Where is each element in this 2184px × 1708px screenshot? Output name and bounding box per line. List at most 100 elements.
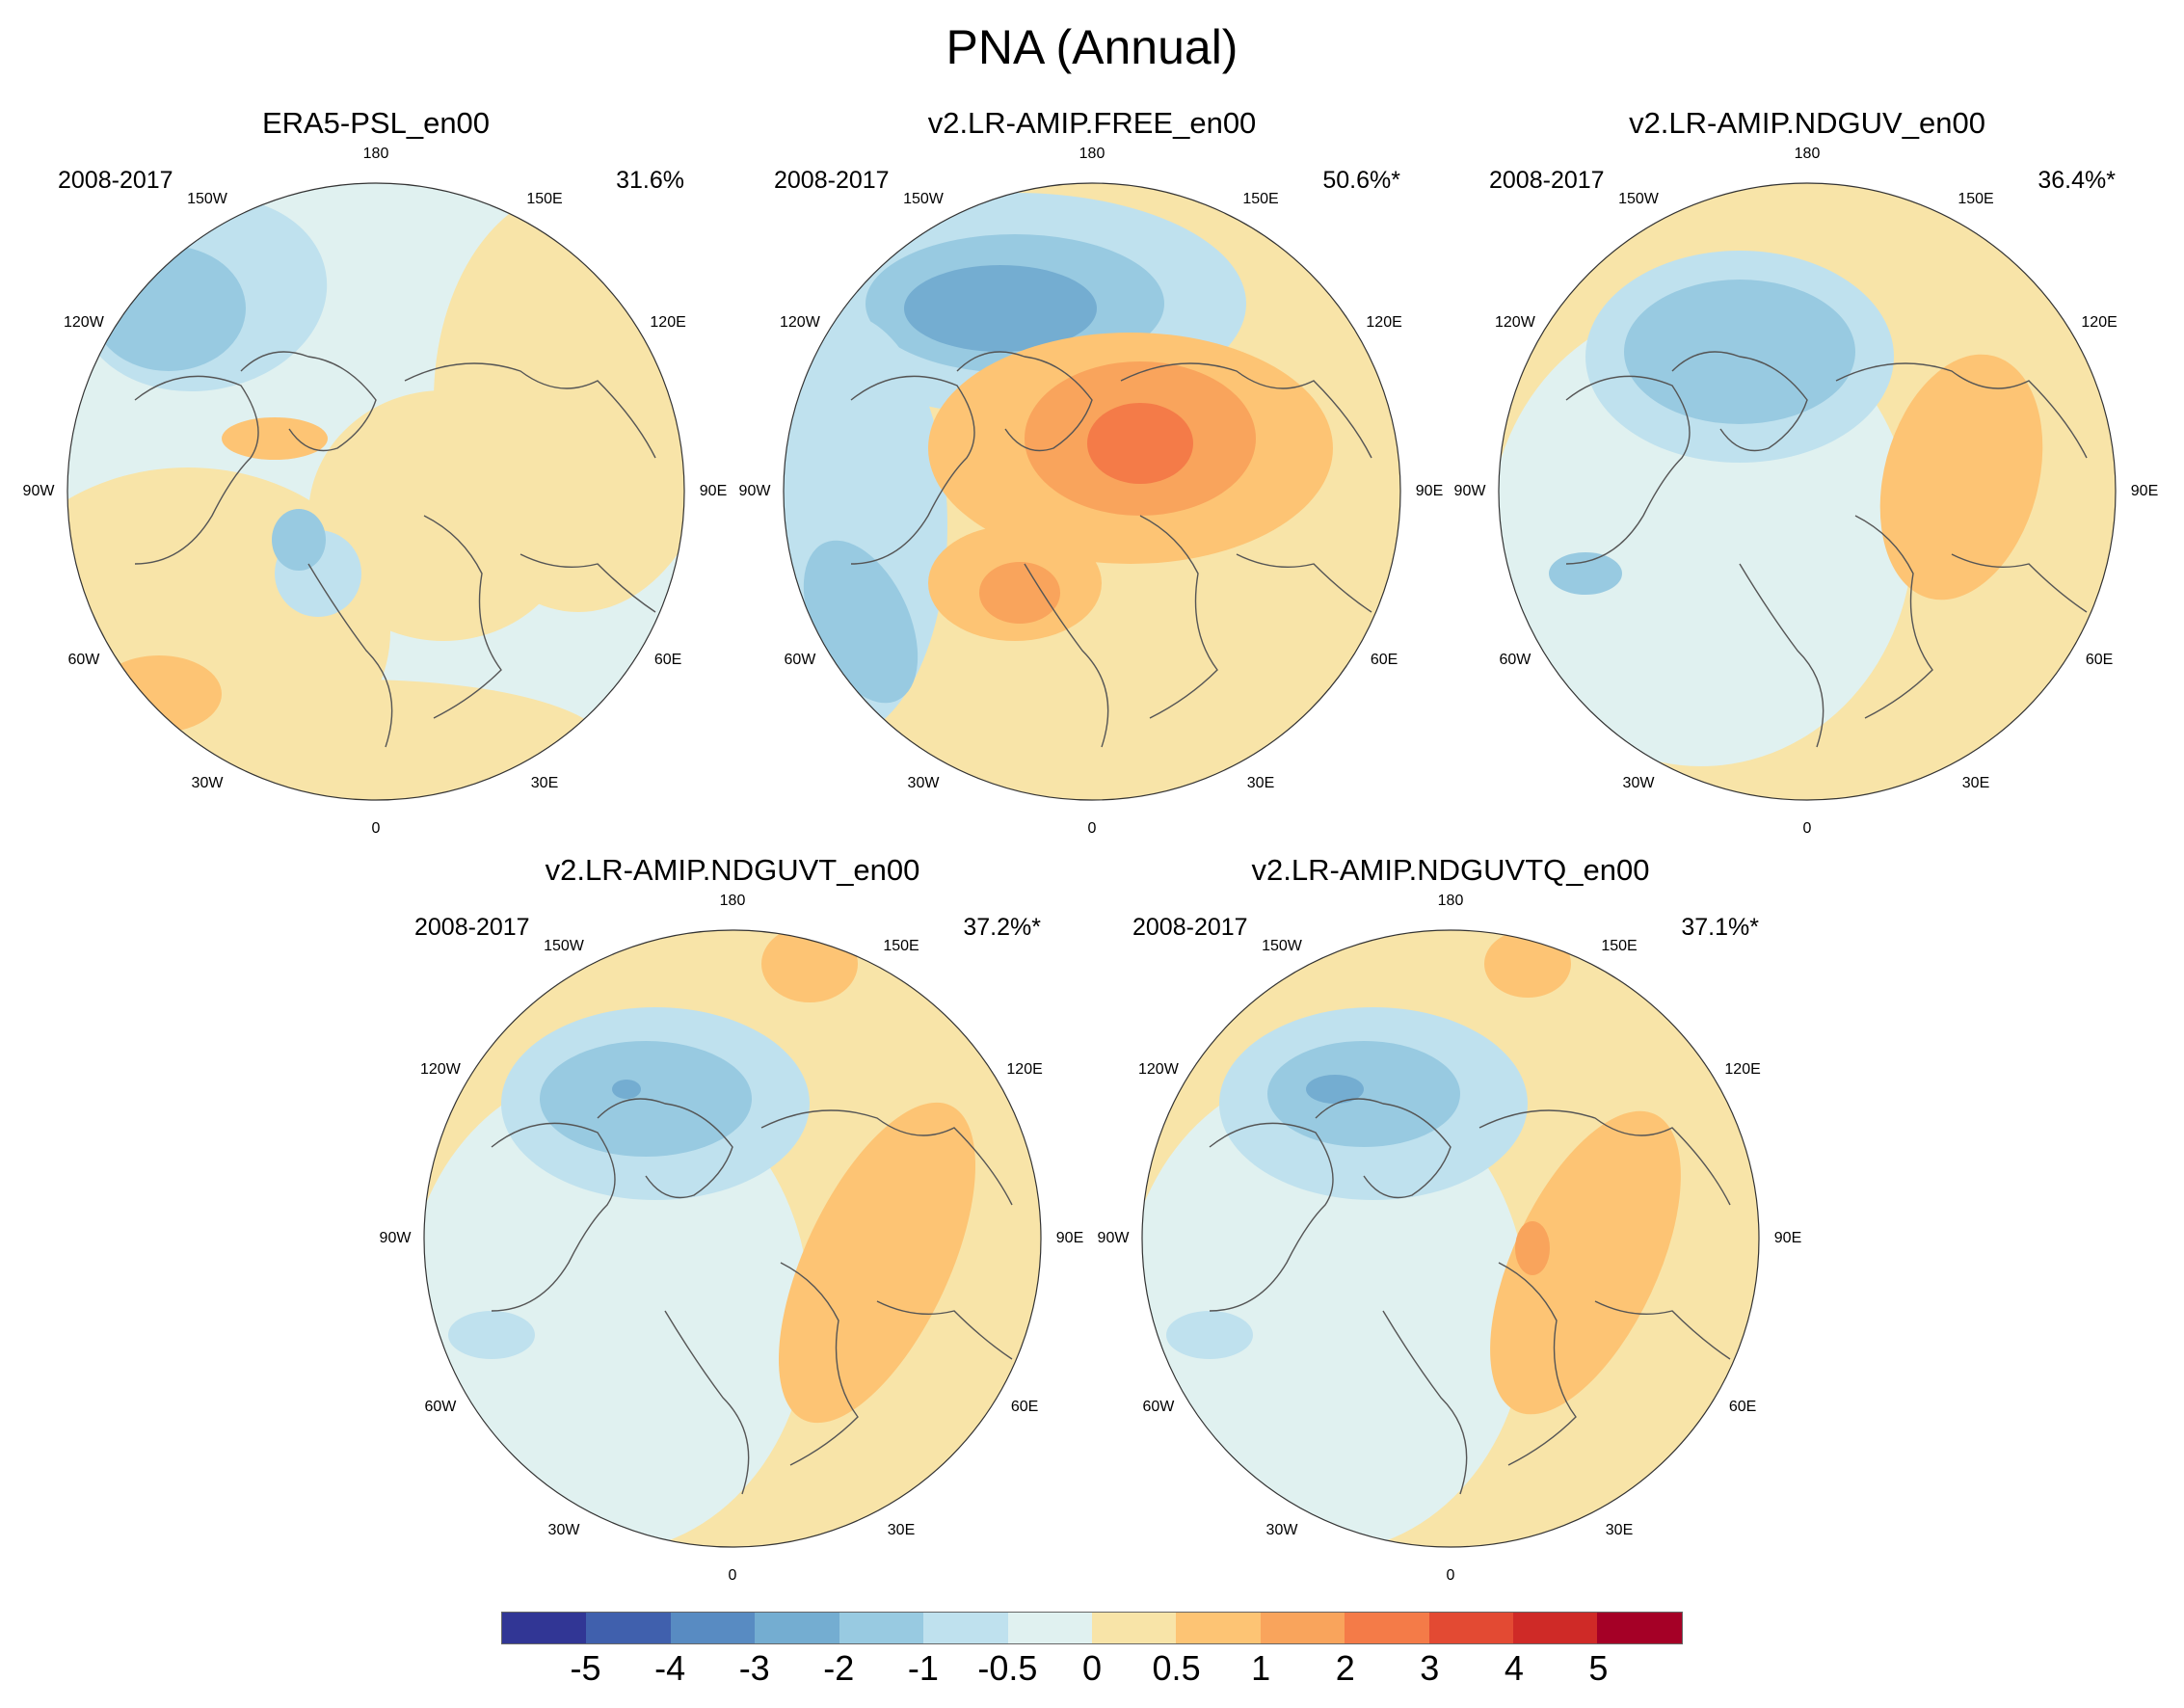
map-panel-ndguv: v2.LR-AMIP.NDGUV_en00 2008-2017 36.4%* 180 1… xyxy=(1451,106,2164,837)
anomaly-contour xyxy=(1166,1311,1253,1359)
polar-map xyxy=(1141,929,1760,1548)
coastline xyxy=(1671,351,1808,452)
anomaly-contour xyxy=(979,562,1060,624)
coastline xyxy=(664,1310,750,1495)
colorbar-tick-label: -0.5 xyxy=(977,1648,1038,1688)
coastline xyxy=(1478,1109,1731,1206)
colorbar-tick-label: 2 xyxy=(1335,1648,1355,1688)
longitude-label: 30W xyxy=(907,775,940,792)
coastline xyxy=(1315,1098,1452,1199)
longitude-label: 120W xyxy=(1137,1061,1179,1078)
longitude-label: 30E xyxy=(1246,775,1275,792)
coastline xyxy=(850,375,975,565)
colorbar-swatch xyxy=(1597,1613,1682,1643)
longitude-label: 120E xyxy=(650,314,686,331)
colorbar-tick-label: 0 xyxy=(1081,1648,1103,1688)
longitude-label: 150E xyxy=(526,190,563,207)
anomaly-contour xyxy=(612,1080,641,1099)
map-boundary xyxy=(67,182,685,801)
longitude-label: 30W xyxy=(1265,1522,1298,1539)
panel-title: v2.LR-AMIP.NDGUVTQ_en00 xyxy=(1251,853,1650,887)
coastline xyxy=(1139,515,1218,719)
coastline xyxy=(876,1300,1013,1360)
coastline xyxy=(307,563,393,748)
coastline xyxy=(1739,563,1824,748)
map-panel-ndguvt: v2.LR-AMIP.NDGUVT_en00 2008-2017 37.2%* 180… xyxy=(376,853,1089,1584)
longitude-label: 120E xyxy=(1006,1061,1043,1078)
colorbar-swatch xyxy=(1513,1613,1598,1643)
longitude-label: 30E xyxy=(1961,775,1990,792)
period-label: 2008-2017 xyxy=(58,167,173,194)
longitude-label: 60E xyxy=(1010,1399,1039,1415)
longitude-label: 0 xyxy=(371,820,381,837)
variance-explained: 37.2%* xyxy=(963,914,1041,941)
colorbar-swatch xyxy=(1345,1613,1429,1643)
coastline xyxy=(597,1098,733,1199)
figure-title: PNA (Annual) xyxy=(946,20,1238,74)
longitude-label: 120W xyxy=(63,314,104,331)
coastline xyxy=(1565,375,1691,565)
anomaly-contour xyxy=(1624,280,1855,424)
longitude-label: 30E xyxy=(1605,1522,1634,1539)
anomaly-contour xyxy=(904,265,1097,352)
coastline xyxy=(404,362,656,459)
map-boundary xyxy=(1498,182,2117,801)
longitude-label: 180 xyxy=(719,893,746,909)
longitude-label: 60W xyxy=(67,652,100,668)
map-boundary xyxy=(423,929,1042,1548)
panel-title: v2.LR-AMIP.NDGUVT_en00 xyxy=(545,853,920,887)
colorbar-swatch xyxy=(670,1613,756,1643)
longitude-label: 30W xyxy=(1622,775,1655,792)
longitude-label: 90E xyxy=(1773,1230,1802,1246)
longitude-label: 30E xyxy=(530,775,559,792)
colorbar-tick-label: 3 xyxy=(1420,1648,1440,1688)
longitude-label: 120W xyxy=(1494,314,1535,331)
longitude-label: 150W xyxy=(187,190,227,207)
coastline xyxy=(1835,362,2088,459)
period-label: 2008-2017 xyxy=(774,167,890,194)
longitude-label: 90W xyxy=(738,483,771,499)
anomaly-contour xyxy=(1879,354,2043,600)
colorbar-swatch xyxy=(1091,1613,1177,1643)
colorbar-swatch xyxy=(1260,1613,1345,1643)
longitude-label: 90W xyxy=(1453,483,1486,499)
longitude-label: 120E xyxy=(2081,314,2117,331)
anomaly-contour xyxy=(778,1102,976,1424)
anomaly-contour xyxy=(1549,552,1622,595)
colorbar-swatch xyxy=(755,1613,839,1643)
panel-title: v2.LR-AMIP.NDGUV_en00 xyxy=(1629,106,1985,140)
longitude-label: 150W xyxy=(903,190,944,207)
panel-title: v2.LR-AMIP.FREE_en00 xyxy=(927,106,1257,140)
anomaly-contour xyxy=(1484,930,1571,998)
longitude-label: 120W xyxy=(419,1061,461,1078)
longitude-label: 150E xyxy=(1601,937,1638,954)
map-panel-ndguvtq: v2.LR-AMIP.NDGUVTQ_en00 2008-2017 37.1%* 18… xyxy=(1094,853,1807,1584)
colorbar-swatch xyxy=(1176,1613,1261,1643)
anomaly-contour xyxy=(1267,1041,1460,1147)
longitude-label: 90W xyxy=(379,1230,412,1246)
longitude-label: 60E xyxy=(653,652,682,668)
map-boundary xyxy=(783,182,1401,801)
colorbar-swatch xyxy=(1007,1613,1092,1643)
coastline xyxy=(956,351,1093,452)
colorbar-tick-label: 5 xyxy=(1588,1648,1609,1688)
period-label: 2008-2017 xyxy=(1489,167,1605,194)
longitude-label: 150E xyxy=(1242,190,1279,207)
coastline xyxy=(1951,553,2088,613)
coastline xyxy=(780,1262,859,1466)
longitude-label: 60W xyxy=(1142,1399,1175,1415)
polar-map xyxy=(67,182,685,801)
longitude-label: 90E xyxy=(1055,1230,1084,1246)
coastline xyxy=(760,1109,1013,1206)
variance-explained: 31.6% xyxy=(616,167,684,194)
colorbar-tick-label: 4 xyxy=(1504,1648,1524,1688)
longitude-label: 150W xyxy=(1262,937,1302,954)
coastline xyxy=(1594,1300,1731,1360)
colorbar xyxy=(501,1612,1683,1644)
longitude-label: 180 xyxy=(362,146,389,162)
variance-explained: 36.4%* xyxy=(2038,167,2116,194)
longitude-label: 30W xyxy=(191,775,224,792)
coastline xyxy=(1498,1262,1577,1466)
anomaly-contour xyxy=(308,390,578,641)
coastline xyxy=(134,375,259,565)
